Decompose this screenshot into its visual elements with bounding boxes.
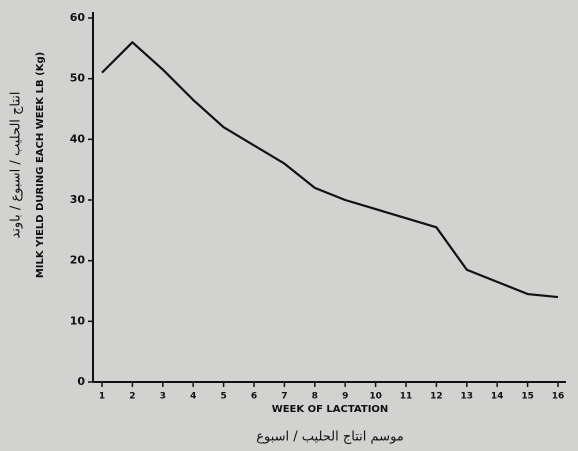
- x-tick-label: 16: [552, 392, 565, 402]
- x-tick-label: 8: [312, 392, 318, 402]
- x-tick-label: 4: [190, 392, 196, 402]
- y-tick-label: 40: [70, 132, 86, 145]
- y-tick-label: 20: [70, 254, 86, 267]
- y-axis-label: MILK YIELD DURING EACH WEEK LB (Kg): [35, 52, 46, 278]
- data-line: [101, 41, 559, 299]
- x-tick-label: 7: [281, 392, 287, 402]
- x-tick-label: 2: [129, 392, 135, 402]
- x-tick-label: 12: [430, 392, 443, 402]
- x-tick-label: 6: [251, 392, 257, 402]
- x-tick-label: 11: [400, 392, 413, 402]
- x-tick-label: 10: [369, 392, 382, 402]
- x-tick-label: 1: [99, 392, 105, 402]
- x-axis-label: WEEK OF LACTATION: [272, 404, 389, 415]
- x-tick-label: 5: [220, 392, 226, 402]
- y-tick-label: 60: [70, 11, 86, 24]
- y-tick-label: 50: [70, 72, 86, 85]
- y-axis-label-arabic: انتاج الحليب / اسبوع / باوند: [9, 91, 24, 238]
- y-tick-label: 10: [70, 314, 86, 327]
- x-tick-label: 13: [461, 392, 474, 402]
- x-tick-label: 3: [160, 392, 166, 402]
- x-tick-label: 15: [521, 392, 534, 402]
- x-tick-label: 14: [491, 392, 504, 402]
- x-axis-label-arabic: موسم انتاج الحليب / اسبوع: [256, 430, 404, 445]
- y-tick-label: 0: [77, 375, 85, 388]
- y-tick-label: 30: [70, 193, 86, 206]
- x-tick-label: 9: [342, 392, 348, 402]
